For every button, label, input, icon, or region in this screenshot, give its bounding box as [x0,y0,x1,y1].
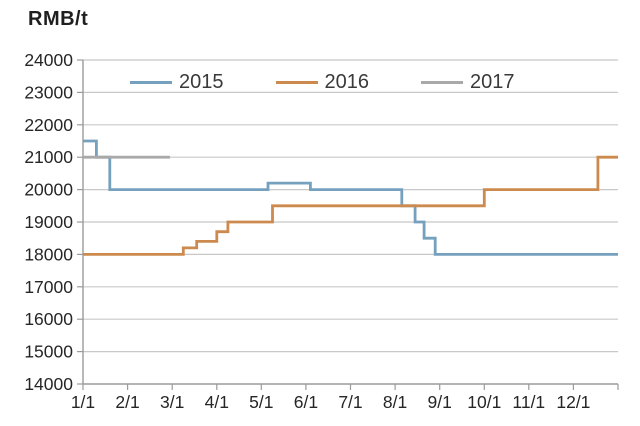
x-tick-label: 3/1 [160,392,184,412]
y-tick-label: 19000 [24,212,73,232]
y-tick-label: 16000 [24,309,73,329]
legend-item-2017: 2017 [421,71,515,94]
legend-line-icon [421,80,463,84]
y-tick-label: 18000 [24,244,73,264]
legend-item-2016: 2016 [275,70,370,94]
x-tick-label: 11/1 [512,392,545,412]
y-tick-label: 20000 [24,180,73,200]
series-line-2016 [83,155,618,256]
y-tick-label: 22000 [24,115,73,135]
x-tick-label: 2/1 [115,392,139,412]
legend-label: 2016 [324,70,370,93]
x-tick-label: 8/1 [383,392,407,412]
x-tick-label: 5/1 [249,392,273,412]
legend-label: 2017 [470,70,515,93]
x-tick-label: 1/1 [71,392,95,412]
legend-label: 2015 [179,70,224,93]
x-tick-label: 6/1 [294,392,318,412]
x-tick-label: 7/1 [338,392,362,412]
y-tick-label: 15000 [24,342,73,362]
y-tick-label: 14000 [24,374,73,394]
legend-line-icon [275,80,318,84]
legend-line-icon [130,80,172,84]
y-tick-label: 17000 [24,277,73,297]
x-tick-label: 12/1 [556,392,590,412]
y-tick-label: 23000 [24,82,73,102]
x-tick-label: 10/1 [467,392,501,412]
y-tick-label: 24000 [24,50,73,70]
legend: 2015 2016 2017 [130,68,515,96]
x-tick-label: 4/1 [205,392,229,412]
legend-item-2015: 2015 [130,71,224,94]
x-tick-label: 9/1 [428,392,452,412]
chart-title: RMB/t [28,8,89,30]
y-tick-label: 21000 [24,147,73,167]
